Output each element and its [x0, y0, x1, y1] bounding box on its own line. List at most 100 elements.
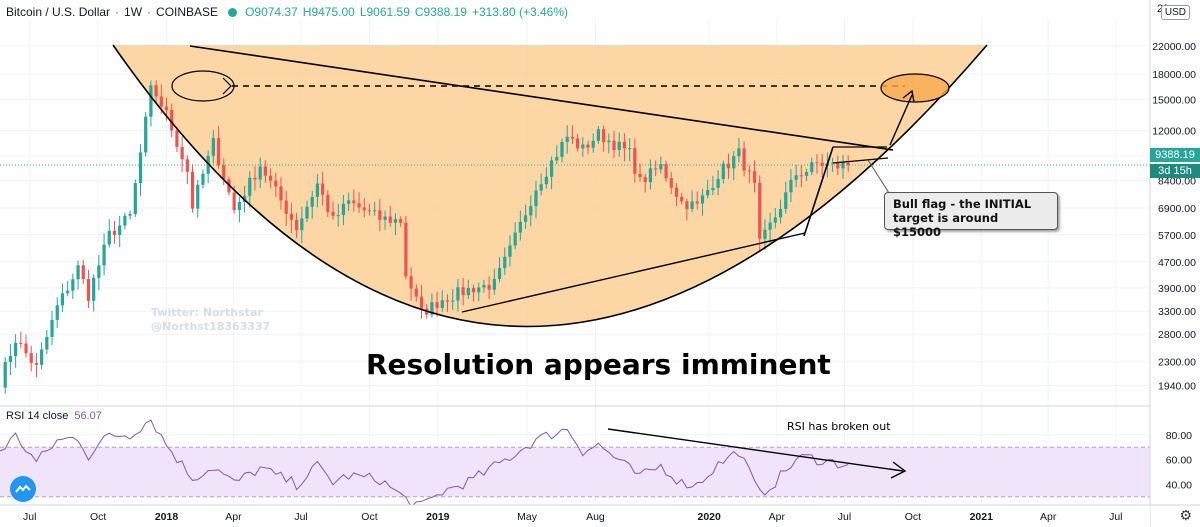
price-tick-label: 3900.00 [1158, 283, 1196, 295]
candle-body [617, 141, 621, 151]
candle-body [352, 200, 356, 204]
price-axis [1150, 0, 1200, 527]
candle-body [643, 177, 647, 183]
rsi-label: RSI 14 close [6, 410, 69, 422]
candle-body [399, 219, 403, 223]
candle-body [784, 192, 788, 209]
flag-bottom-line [832, 157, 889, 164]
rsi-line [0, 419, 849, 508]
candle-body [633, 148, 637, 174]
arrow-head-left [222, 77, 232, 95]
price-tick-label: 15000.00 [1152, 94, 1196, 106]
time-tick-label: Apr [225, 511, 242, 523]
candle-body [294, 219, 299, 231]
currency-button[interactable]: USD [1160, 5, 1190, 20]
time-axis [0, 505, 1150, 527]
price-tick-label: 12000.00 [1152, 126, 1196, 138]
candle-body [471, 288, 476, 293]
time-tick-label: Apr [769, 511, 786, 523]
candle-body [123, 215, 127, 226]
candle-body [8, 355, 13, 362]
gear-icon[interactable]: ⚙ [1179, 507, 1192, 523]
candle-body [445, 300, 450, 302]
candle-body [248, 177, 252, 196]
candle-body [716, 178, 720, 188]
candle-body [497, 268, 502, 280]
candle-body [492, 279, 496, 290]
price-tick-label: 18000.00 [1152, 69, 1196, 81]
time-tick-label: 2021 [970, 511, 994, 523]
interval[interactable]: 1W [124, 5, 143, 19]
candle-body [752, 171, 757, 183]
candle-body [258, 166, 262, 180]
candle-body [523, 215, 528, 222]
candle-body [622, 141, 627, 149]
cup-curve [112, 44, 988, 328]
candle-body [503, 256, 507, 269]
price-tick-label: 2300.00 [1158, 357, 1196, 369]
price-tick-label: 4700.00 [1158, 257, 1196, 269]
price-tick-label: 3300.00 [1158, 306, 1196, 318]
candle-body [190, 171, 195, 209]
candle-body [268, 175, 273, 181]
candle-body [419, 296, 424, 309]
candle-body [654, 168, 658, 170]
candle-body [638, 173, 642, 178]
candle-body [773, 217, 777, 223]
candle-body [430, 302, 434, 315]
candle-body [711, 187, 715, 191]
candle-body [435, 302, 439, 308]
candle-body [341, 203, 346, 216]
candle-body [326, 194, 330, 212]
candle-body [529, 206, 533, 216]
support-trendline [461, 232, 806, 313]
time-tick-label: May [517, 511, 538, 523]
symbol-header: Bitcoin / U.S. Dollar · 1W · COINBASE O9… [6, 5, 569, 19]
candle-body [690, 201, 694, 210]
candle-body [284, 200, 288, 214]
tradingview-logo-icon[interactable] [10, 476, 36, 502]
low-value: L9061.59 [359, 5, 410, 19]
candle-body [700, 195, 705, 204]
candle-body [742, 148, 746, 171]
candle-body [555, 156, 559, 161]
rsi-legend[interactable]: RSI 14 close 56.07 [6, 410, 102, 422]
candle-body [560, 142, 564, 157]
candle-body [628, 148, 632, 150]
candle-body [112, 230, 117, 235]
candle-body [513, 232, 517, 246]
time-tick-label: Aug [586, 511, 605, 523]
close-value: C9388.19 [414, 5, 467, 19]
rsi-band [0, 447, 1150, 497]
breakout-arrow-head [902, 89, 915, 103]
time-tick-label: 2018 [155, 511, 179, 523]
candle-body [518, 221, 522, 233]
candle-body [758, 182, 762, 239]
time-tick-label: Jul [838, 511, 851, 523]
symbol-name[interactable]: Bitcoin / U.S. Dollar [6, 5, 111, 19]
price-tick-label: 2800.00 [1158, 329, 1196, 341]
candle-body [409, 276, 413, 289]
price-tick-label: 1940.00 [1158, 381, 1196, 393]
watermark-line-2: @Northst18363337 [151, 320, 271, 333]
candle-body [336, 215, 340, 217]
candle-body [159, 96, 163, 107]
rsi-tick-label: 60.00 [1166, 455, 1192, 467]
exchange: COINBASE [156, 5, 219, 19]
last-price-tag: 9388.19 [1150, 148, 1200, 162]
candle-body [24, 343, 28, 354]
candle-body [836, 162, 840, 169]
candle-body [451, 300, 455, 302]
candle-body [19, 342, 23, 344]
target-ellipse [880, 73, 950, 103]
candle-body [544, 176, 548, 185]
candle-body [40, 349, 44, 365]
candle-body [138, 152, 143, 184]
bar-countdown-tag: 3d 15h [1150, 164, 1200, 178]
candle-body [128, 214, 132, 216]
candle-body [185, 159, 189, 172]
candle-body [570, 136, 575, 139]
candle-body [321, 183, 325, 195]
rsi-tick-label: 40.00 [1166, 479, 1192, 491]
